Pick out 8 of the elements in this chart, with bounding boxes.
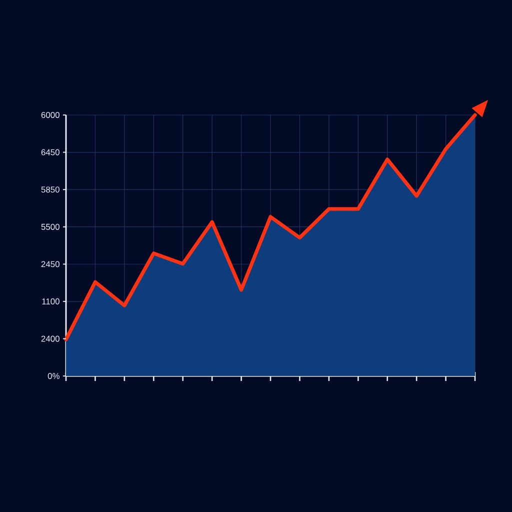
text: 0% <box>48 373 60 379</box>
text: 1100 <box>42 298 60 304</box>
text: 6450 <box>41 149 60 156</box>
text: 2450 <box>41 261 60 268</box>
text: 5500 <box>41 224 60 230</box>
text: 5850 <box>41 186 60 193</box>
text: 6000 <box>41 112 60 118</box>
text: 2400 <box>41 336 60 342</box>
